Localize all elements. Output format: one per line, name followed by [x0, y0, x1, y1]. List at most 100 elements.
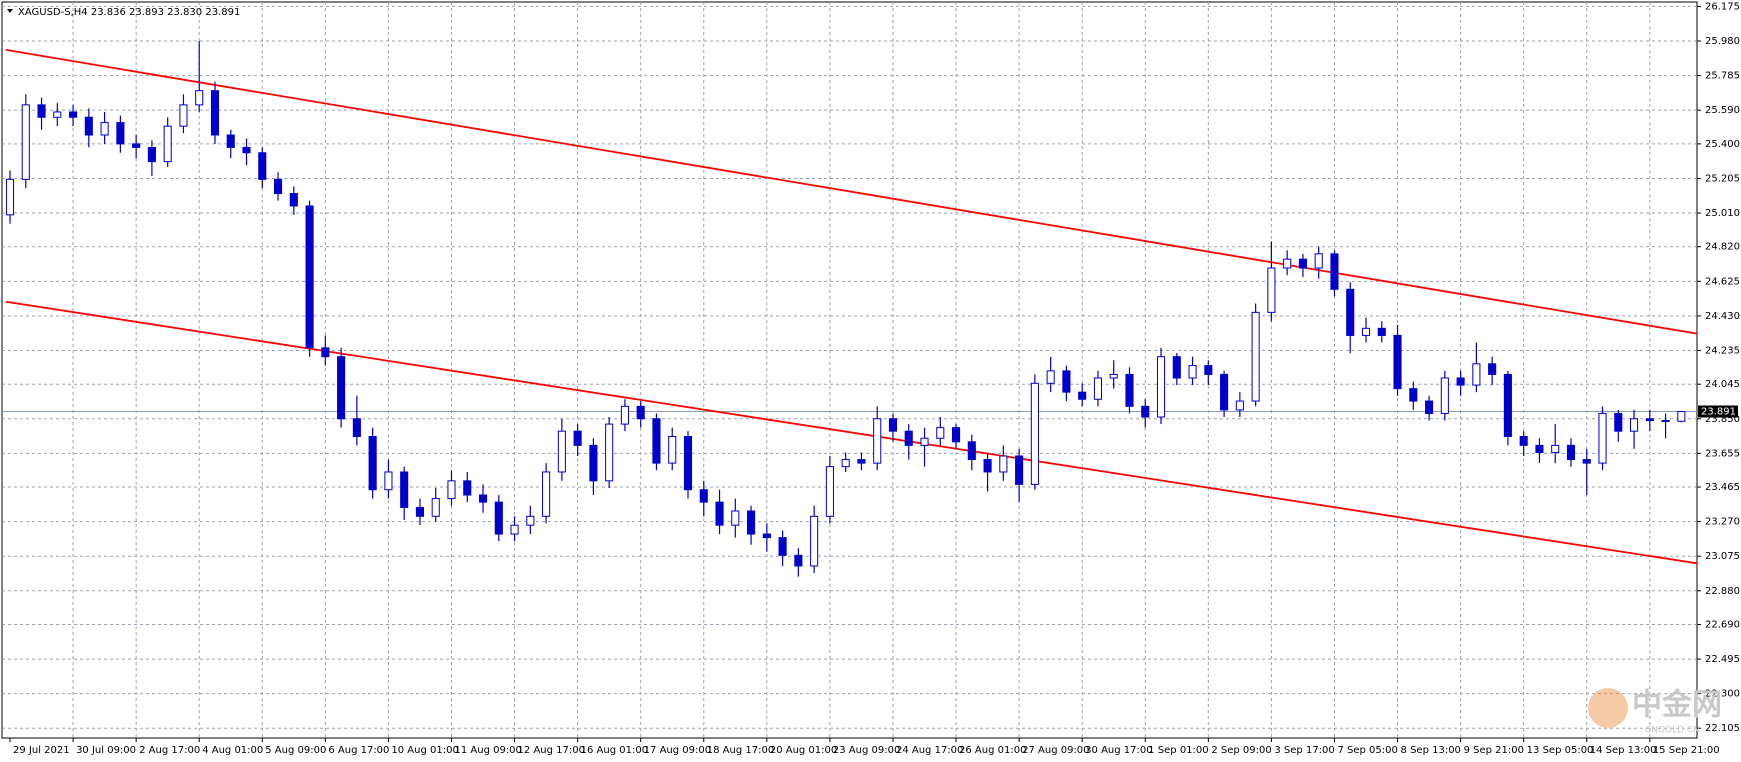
candle-body: [147, 146, 156, 163]
x-tick-label: 12 Aug 17:00: [518, 745, 585, 756]
candle-body: [368, 436, 377, 491]
plot-frame: [1, 1, 1698, 739]
candle-body: [1472, 363, 1481, 386]
candle-body: [1456, 377, 1465, 386]
x-tick-label: 4 Aug 01:00: [202, 745, 263, 756]
candle-body: [857, 459, 866, 464]
candle-body: [273, 178, 283, 195]
y-tick-label: 23.270: [1705, 517, 1740, 528]
candle-body: [305, 205, 314, 349]
candle-body: [116, 122, 125, 145]
candle-body: [542, 471, 551, 517]
candle-body: [431, 498, 440, 517]
candle-body: [888, 418, 898, 432]
candle-body: [447, 480, 456, 500]
candle-body: [384, 471, 393, 491]
candle-body: [226, 134, 235, 148]
candle-body: [1346, 288, 1355, 336]
last-price-box: [1698, 405, 1738, 418]
y-tick-label: 24.625: [1705, 276, 1740, 287]
candle-body: [731, 510, 740, 526]
candle-body: [1535, 444, 1544, 453]
candle-body: [1440, 377, 1449, 414]
candle-body: [1645, 418, 1654, 422]
y-tick-label: 25.785: [1705, 71, 1740, 82]
y-tick-label: 23.465: [1705, 482, 1740, 493]
x-tick-label: 11 Aug 09:00: [454, 745, 521, 756]
chart-title: XAGUSD-S,H4 23.836 23.893 23.830 23.891: [18, 7, 240, 18]
y-tick-label: 24.045: [1705, 379, 1740, 390]
candle-body: [1078, 391, 1087, 400]
candle-body: [1267, 267, 1276, 313]
candle-body: [605, 423, 614, 482]
candle-body: [652, 418, 661, 464]
candle-body: [1141, 405, 1150, 418]
candle-body: [337, 356, 346, 420]
y-tick-label: 22.300: [1705, 689, 1740, 700]
x-tick-label: 17 Aug 09:00: [644, 745, 711, 756]
candle-body: [936, 427, 945, 439]
candle-body: [258, 152, 267, 180]
candle-body: [1125, 373, 1134, 407]
candle-body: [1314, 253, 1323, 269]
trendline: [5, 300, 1698, 565]
candle-body: [573, 430, 582, 446]
x-tick-label: 15 Sep 21:00: [1653, 745, 1720, 756]
candle-body: [778, 537, 787, 556]
candle-body: [683, 436, 693, 491]
candle-body: [1629, 418, 1639, 432]
y-tick-label: 25.010: [1705, 208, 1740, 219]
candle-body: [794, 554, 803, 567]
candle-body: [69, 111, 78, 118]
x-tick-label: 26 Aug 01:00: [959, 745, 1026, 756]
candle-body: [53, 111, 62, 118]
candle-body: [1598, 412, 1607, 464]
candle-body: [1030, 382, 1039, 485]
x-tick-label: 16 Aug 01:00: [581, 745, 648, 756]
candle-body: [983, 459, 992, 473]
candle-body: [589, 444, 598, 482]
candle-body: [321, 347, 330, 358]
candle-body: [1503, 373, 1512, 438]
watermark-sub: CNGOLD.CN: [1645, 726, 1700, 736]
candle-body: [841, 459, 850, 468]
candle-body: [825, 466, 834, 517]
candle-body: [478, 494, 488, 503]
x-tick-label: 5 Aug 09:00: [265, 745, 326, 756]
x-tick-label: 2 Sep 09:00: [1211, 745, 1271, 756]
candle-body: [1677, 410, 1686, 422]
candle-body: [1204, 365, 1213, 375]
candle-body: [1172, 356, 1181, 379]
candle-body: [920, 437, 929, 446]
candle-body: [1188, 365, 1197, 379]
x-tick-label: 14 Sep 13:00: [1590, 745, 1657, 756]
y-tick-label: 25.400: [1705, 139, 1740, 150]
y-tick-label: 23.655: [1705, 448, 1740, 459]
candle-body: [1330, 253, 1339, 290]
y-tick-label: 25.980: [1705, 36, 1740, 47]
candle-body: [210, 90, 220, 136]
candle-body: [242, 146, 251, 154]
candle-body: [1614, 412, 1623, 432]
candle-body: [1582, 459, 1591, 464]
candle-body: [699, 489, 708, 503]
candle-body: [179, 104, 188, 127]
x-tick-label: 2 Aug 17:00: [139, 745, 200, 756]
candle-body: [1062, 370, 1071, 393]
trendline: [5, 48, 1698, 335]
y-tick-label: 23.075: [1705, 551, 1740, 562]
candle-body: [967, 441, 976, 461]
candle-body: [1519, 436, 1528, 446]
x-tick-label: 23 Aug 09:00: [833, 745, 900, 756]
y-tick-label: 24.430: [1705, 311, 1740, 322]
candle-body: [810, 515, 819, 567]
candle-body: [163, 125, 172, 163]
x-tick-label: 30 Jul 09:00: [76, 745, 136, 756]
candle-body: [557, 430, 566, 473]
candle-body: [1220, 373, 1229, 411]
candle-body: [5, 178, 15, 216]
candle-body: [1551, 444, 1560, 453]
candle-body: [415, 506, 425, 517]
